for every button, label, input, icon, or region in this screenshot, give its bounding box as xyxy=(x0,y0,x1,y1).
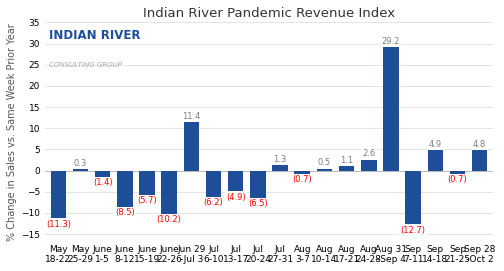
Text: 11.4: 11.4 xyxy=(182,112,201,121)
Text: 4.8: 4.8 xyxy=(473,140,486,149)
Text: (10.2): (10.2) xyxy=(157,215,181,224)
Text: (1.4): (1.4) xyxy=(93,178,112,187)
Bar xyxy=(317,169,332,171)
Y-axis label: % Change in Sales vs. Same Week Prior Year: % Change in Sales vs. Same Week Prior Ye… xyxy=(7,24,17,241)
Bar xyxy=(117,171,133,207)
Text: (0.7): (0.7) xyxy=(448,175,467,184)
Bar xyxy=(183,122,199,171)
Text: 0.3: 0.3 xyxy=(74,159,87,168)
Bar xyxy=(139,171,155,195)
Bar xyxy=(50,171,66,218)
Text: INDIAN RIVER: INDIAN RIVER xyxy=(49,29,141,42)
Text: 29.2: 29.2 xyxy=(382,37,400,46)
Bar xyxy=(383,47,399,171)
Text: (0.7): (0.7) xyxy=(292,175,312,184)
Text: 1.3: 1.3 xyxy=(274,155,287,164)
Text: (11.3): (11.3) xyxy=(46,220,71,229)
Text: (6.2): (6.2) xyxy=(204,198,223,207)
Text: (8.5): (8.5) xyxy=(115,208,135,217)
Bar xyxy=(95,171,110,176)
Text: (6.5): (6.5) xyxy=(248,199,268,208)
Bar xyxy=(339,166,354,171)
Text: 1.1: 1.1 xyxy=(340,156,353,165)
Title: Indian River Pandemic Revenue Index: Indian River Pandemic Revenue Index xyxy=(143,7,395,20)
Text: CONSULTING GROUP: CONSULTING GROUP xyxy=(49,62,122,68)
Bar xyxy=(228,171,243,191)
Text: (12.7): (12.7) xyxy=(401,226,426,235)
Text: 0.5: 0.5 xyxy=(318,158,331,167)
Bar xyxy=(405,171,421,224)
Bar xyxy=(73,169,88,171)
Bar xyxy=(361,160,376,171)
Bar xyxy=(206,171,221,197)
Bar xyxy=(272,165,288,171)
Text: (5.7): (5.7) xyxy=(137,196,157,205)
Bar xyxy=(450,171,465,174)
Bar xyxy=(250,171,266,198)
Text: (4.9): (4.9) xyxy=(226,193,245,202)
Text: 2.6: 2.6 xyxy=(362,149,375,158)
Bar xyxy=(161,171,177,214)
Bar xyxy=(472,150,487,171)
Bar xyxy=(427,150,443,171)
Text: 4.9: 4.9 xyxy=(429,140,442,149)
Bar xyxy=(294,171,310,174)
